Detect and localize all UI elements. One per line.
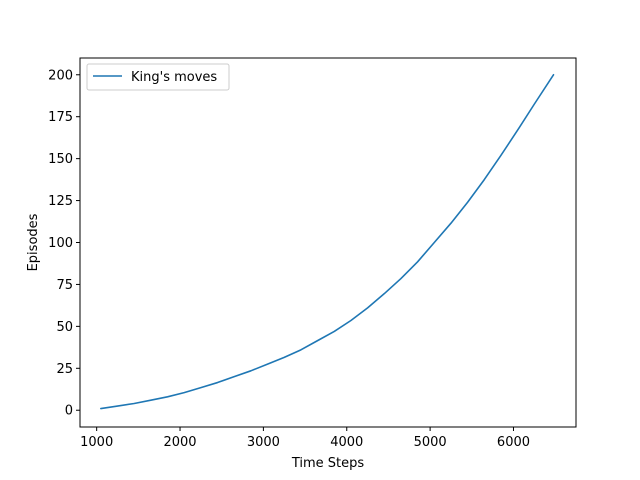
x-tick-label: 1000 (80, 435, 113, 450)
x-tick-label: 5000 (414, 435, 447, 450)
x-tick-label: 6000 (497, 435, 530, 450)
series-line-0 (100, 73, 555, 410)
x-tick-label: 4000 (330, 435, 363, 450)
y-tick-label: 150 (48, 152, 73, 167)
y-tick-label: 200 (48, 68, 73, 83)
x-axis: 1000 2000 3000 4000 5000 6000 (80, 427, 530, 450)
y-tick-label: 175 (48, 110, 73, 125)
x-tick-label: 2000 (163, 435, 196, 450)
y-axis: 0 25 50 75 100 125 150 175 200 (48, 68, 80, 419)
legend: King's moves (86, 63, 230, 91)
x-tick-label: 3000 (247, 435, 280, 450)
plot-area (100, 73, 555, 410)
x-axis-label: Time Steps (291, 456, 365, 471)
y-tick-label: 75 (56, 278, 73, 293)
y-tick-label: 0 (65, 404, 73, 419)
legend-label: King's moves (131, 70, 217, 85)
y-tick-label: 125 (48, 194, 73, 209)
y-tick-label: 50 (56, 320, 73, 335)
legend-box (86, 63, 230, 91)
y-axis-label: Episodes (26, 213, 41, 271)
y-tick-label: 100 (48, 236, 73, 251)
y-tick-label: 25 (56, 362, 73, 377)
